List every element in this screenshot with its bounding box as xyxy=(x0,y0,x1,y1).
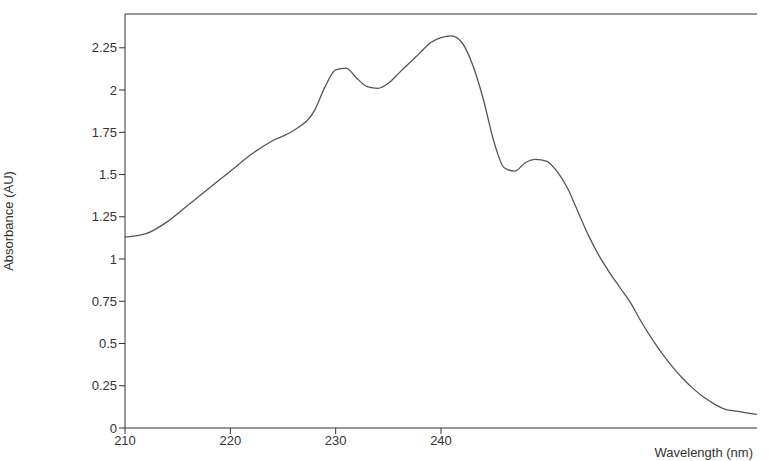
svg-text:240: 240 xyxy=(430,433,452,448)
svg-text:1.5: 1.5 xyxy=(99,167,117,182)
svg-text:0: 0 xyxy=(110,421,117,436)
svg-text:0.75: 0.75 xyxy=(92,294,117,309)
svg-text:1.75: 1.75 xyxy=(92,125,117,140)
svg-text:Absorbance (AU): Absorbance (AU) xyxy=(1,171,16,271)
svg-text:210: 210 xyxy=(114,433,136,448)
svg-text:1.25: 1.25 xyxy=(92,209,117,224)
svg-text:230: 230 xyxy=(325,433,347,448)
svg-text:Wavelength (nm): Wavelength (nm) xyxy=(655,445,754,460)
svg-text:0.25: 0.25 xyxy=(92,378,117,393)
svg-text:220: 220 xyxy=(219,433,241,448)
svg-text:2: 2 xyxy=(110,83,117,98)
svg-text:1: 1 xyxy=(110,252,117,267)
svg-text:0.5: 0.5 xyxy=(99,336,117,351)
svg-text:2.25: 2.25 xyxy=(92,40,117,55)
